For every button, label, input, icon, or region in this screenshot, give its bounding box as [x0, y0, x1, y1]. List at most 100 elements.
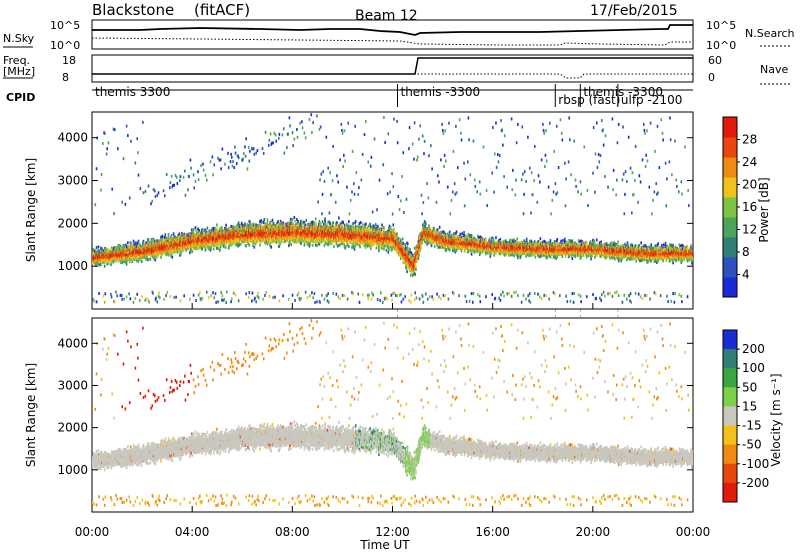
power-cell: [310, 113, 313, 117]
power-cell: [240, 224, 242, 228]
power-cell: [188, 174, 191, 178]
power-cell: [316, 114, 318, 118]
power-cell: [333, 234, 335, 238]
power-cell: [155, 250, 158, 254]
power-cell: [190, 241, 193, 245]
power-cell: [235, 227, 237, 231]
power-cell: [134, 296, 137, 300]
power-cell: [313, 239, 316, 243]
power-cell: [341, 293, 344, 297]
power-cell: [353, 247, 356, 251]
power-cell: [346, 297, 349, 301]
power-cell: [187, 235, 190, 239]
power-cell: [306, 237, 309, 241]
freq-tick-top: 18: [62, 54, 76, 67]
power-cell: [185, 234, 188, 238]
power-cell: [280, 227, 283, 231]
power-cell: [333, 245, 335, 249]
power-cell: [184, 169, 186, 173]
power-cell: [272, 141, 274, 145]
power-cell: [136, 243, 139, 247]
power-cell: [212, 173, 214, 177]
power-cell: [228, 244, 231, 248]
power-cell: [255, 300, 257, 304]
power-cell: [127, 241, 129, 245]
power-cell: [232, 160, 234, 164]
power-cell: [247, 238, 250, 242]
power-cell: [323, 224, 326, 228]
power-cell: [207, 242, 210, 246]
power-cell: [296, 293, 299, 297]
power-cell: [328, 220, 331, 224]
power-cell: [291, 221, 294, 225]
power-cell: [219, 239, 221, 243]
power-cell: [302, 227, 304, 231]
power-cell: [121, 261, 124, 265]
power-cell: [264, 222, 267, 226]
power-cell: [352, 221, 355, 225]
power-cell: [314, 217, 317, 221]
power-cell: [200, 164, 202, 168]
power-cell: [243, 240, 246, 244]
power-cell: [321, 229, 324, 233]
nsearch-trace: [91, 37, 693, 46]
power-cell: [119, 259, 122, 263]
power-cell: [113, 128, 116, 132]
power-cell: [112, 127, 115, 131]
power-cell: [225, 290, 228, 294]
status-panels: N.Sky 10^5 10^0 10^5 10^0 N.Search Freq.…: [3, 19, 795, 104]
power-cell: [257, 291, 259, 295]
power-cell: [341, 242, 344, 246]
power-cell: [308, 244, 311, 248]
power-cell: [224, 239, 227, 243]
power-cell: [265, 237, 268, 241]
power-cell: [334, 200, 337, 204]
power-cell: [237, 240, 239, 244]
power-cell: [135, 249, 137, 253]
power-cell: [95, 262, 97, 266]
power-cell: [98, 263, 100, 267]
power-cell: [192, 228, 195, 232]
power-cell: [189, 242, 191, 246]
power-cell: [191, 230, 194, 234]
power-cell: [156, 193, 159, 197]
power-cell: [303, 223, 306, 227]
power-cell: [200, 298, 202, 302]
power-cell: [267, 143, 270, 147]
power-cell: [327, 292, 329, 296]
power-cell: [332, 221, 334, 225]
power-cell: [324, 239, 326, 243]
power-cell: [93, 299, 95, 303]
beam-label: Beam 12: [355, 8, 418, 24]
power-cell: [230, 152, 232, 156]
power-cell: [187, 188, 189, 192]
power-cell: [276, 221, 279, 225]
power-cell: [312, 121, 314, 125]
power-cell: [255, 151, 257, 155]
power-cell: [137, 151, 139, 155]
power-cell: [180, 251, 182, 255]
power-cell: [268, 226, 271, 230]
power-cell: [215, 239, 217, 243]
power-cell: [343, 129, 346, 133]
power-cell: [327, 166, 329, 170]
power-cell: [99, 257, 102, 261]
power-cell: [251, 299, 253, 303]
power-cell: [339, 236, 341, 240]
power-cell: [303, 243, 306, 247]
power-cell: [241, 223, 244, 227]
power-cell: [125, 243, 127, 247]
power-cell: [194, 246, 197, 250]
power-cell: [239, 242, 242, 246]
power-cell: [339, 297, 341, 301]
power-cell: [194, 226, 197, 230]
power-cell: [272, 295, 274, 299]
power-cell: [354, 219, 357, 223]
power-cell: [186, 233, 189, 237]
power-cell: [184, 193, 187, 197]
power-cell: [350, 240, 353, 244]
power-cell: [207, 236, 209, 240]
power-cell: [137, 259, 140, 263]
power-cell: [219, 245, 222, 249]
power-cell: [124, 202, 127, 206]
